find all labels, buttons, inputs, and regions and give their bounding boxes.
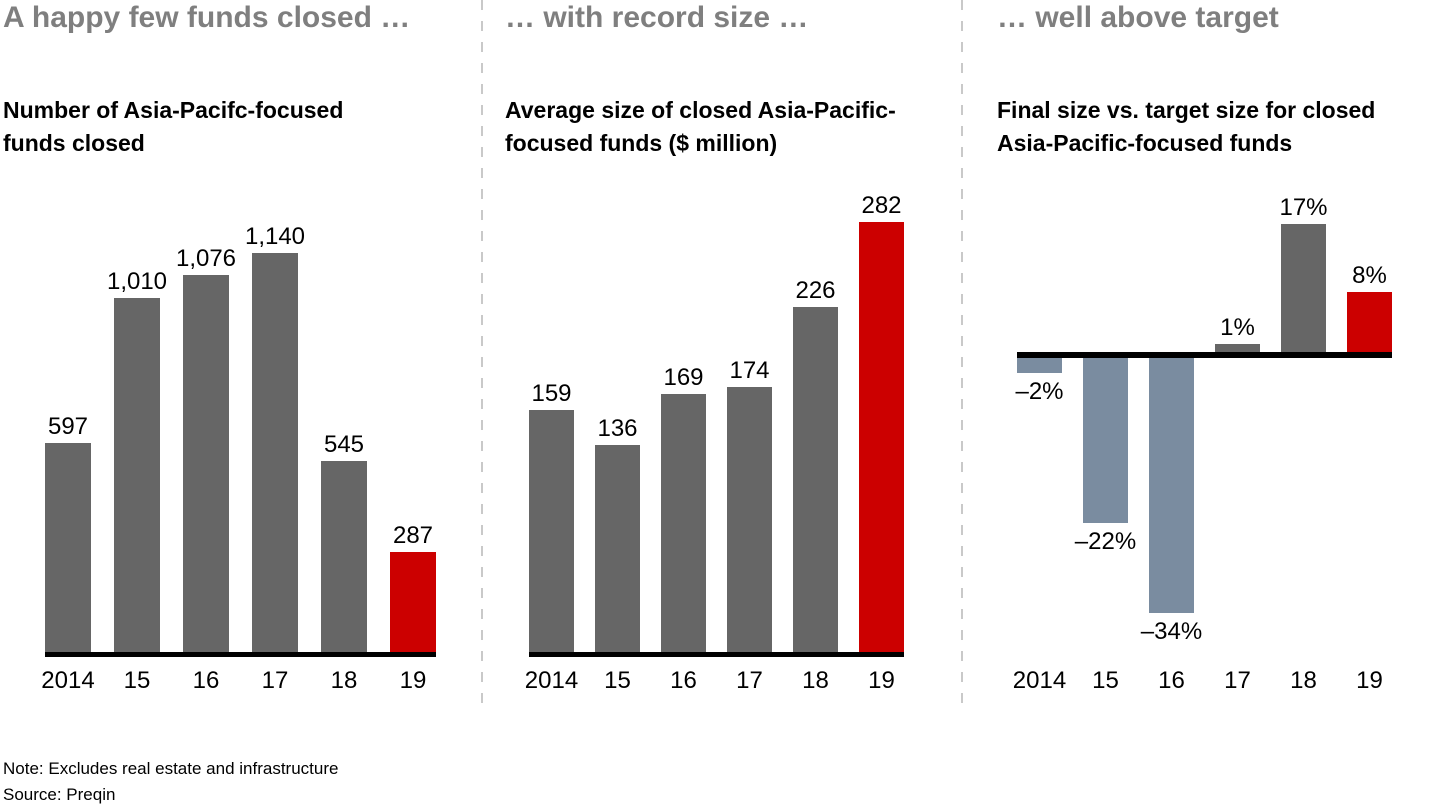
x-axis-label: 19	[868, 667, 895, 694]
value-label: 136	[597, 415, 638, 442]
x-axis-label: 18	[1290, 667, 1317, 694]
footnote: Note: Excludes real estate and infrastru…	[3, 756, 338, 808]
panel-title: … well above target	[997, 1, 1279, 34]
x-axis-line	[1017, 352, 1392, 358]
x-axis-label: 16	[1158, 667, 1185, 694]
x-axis-label: 15	[1092, 667, 1119, 694]
bar-18	[321, 461, 367, 652]
x-axis-label: 16	[192, 667, 220, 694]
x-axis-label: 15	[123, 667, 151, 694]
chart-title-line-1: Final size vs. target size for closed	[997, 97, 1376, 123]
x-axis-line	[529, 652, 904, 657]
x-axis-label: 16	[670, 667, 697, 694]
bar-15	[595, 445, 640, 652]
chart-title: Final size vs. target size for closed As…	[997, 94, 1375, 160]
value-label: 287	[392, 522, 434, 549]
bar-15	[1083, 358, 1128, 523]
bar-16	[1149, 358, 1194, 613]
value-label: 1%	[1220, 314, 1255, 341]
plot-area: –2% 2014 –22% 15 –34% 16 1% 17 17% 18 8% 19	[960, 0, 1440, 810]
value-label: 169	[663, 364, 704, 391]
value-label: 226	[795, 277, 836, 304]
bar-17	[252, 253, 298, 652]
bar-2014	[529, 410, 574, 652]
plot-area: 597 2014 1,010 15 1,076 16 1,140 17 545 18 287 19	[0, 0, 480, 810]
value-label: 174	[729, 357, 770, 384]
chart-title: Number of Asia-Pacifc-focused funds clos…	[3, 94, 343, 160]
x-axis-label: 2014	[1012, 667, 1067, 694]
chart-title: Average size of closed Asia-Pacific- foc…	[505, 94, 896, 160]
panel-title: A happy few funds closed …	[3, 1, 411, 34]
bar-19	[1347, 292, 1392, 352]
x-axis-label: 17	[1224, 667, 1251, 694]
value-label: 1,140	[244, 223, 306, 250]
x-axis-label: 2014	[524, 667, 579, 694]
value-label: 545	[323, 431, 365, 458]
x-axis-label: 18	[802, 667, 829, 694]
panel-divider	[961, 0, 963, 706]
x-axis-label: 18	[330, 667, 358, 694]
chart-title-line-1: Average size of closed Asia-Pacific-	[505, 97, 896, 123]
chart-title-line-1: Number of Asia-Pacifc-focused	[3, 97, 344, 123]
value-label: –34%	[1140, 618, 1203, 645]
value-label: 597	[47, 413, 89, 440]
chart-title-line-2: focused funds ($ million)	[505, 130, 778, 156]
bar-16	[661, 394, 706, 652]
value-label: 282	[861, 192, 902, 219]
value-label: –2%	[1015, 378, 1064, 405]
x-axis-label: 19	[399, 667, 427, 694]
bar-2014	[45, 443, 91, 652]
bar-19	[859, 222, 904, 652]
bar-16	[183, 275, 229, 652]
x-axis-label: 17	[261, 667, 289, 694]
value-label: 1,010	[106, 268, 168, 295]
bar-19	[390, 552, 436, 652]
note-text: Note: Excludes real estate and infrastru…	[3, 759, 339, 778]
value-label: 1,076	[175, 245, 237, 272]
bar-18	[793, 307, 838, 652]
value-label: 8%	[1352, 262, 1387, 289]
x-axis-line	[45, 652, 436, 657]
bar-2014	[1017, 358, 1062, 373]
panel-divider	[481, 0, 483, 706]
panel-number-of-funds-closed: A happy few funds closed … Number of Asi…	[0, 0, 480, 810]
panel-average-fund-size: … with record size … Average size of clo…	[480, 0, 960, 810]
panel-final-vs-target-size: … well above target Final size vs. targe…	[960, 0, 1440, 810]
x-axis-label: 17	[736, 667, 763, 694]
chart-title-line-2: funds closed	[3, 130, 145, 156]
bar-17	[727, 387, 772, 652]
bar-15	[114, 298, 160, 652]
x-axis-label: 19	[1356, 667, 1383, 694]
chart-title-line-2: Asia-Pacific-focused funds	[997, 130, 1293, 156]
value-label: 159	[531, 380, 572, 407]
panel-title: … with record size …	[505, 1, 809, 34]
bar-18	[1281, 224, 1326, 352]
plot-area: 159 2014 136 15 169 16 174 17 226 18 282 19	[480, 0, 960, 810]
source-text: Source: Preqin	[3, 785, 116, 804]
x-axis-label: 15	[604, 667, 631, 694]
bar-17	[1215, 344, 1260, 352]
value-label: –22%	[1074, 528, 1137, 555]
value-label: 17%	[1279, 194, 1328, 221]
x-axis-label: 2014	[41, 667, 95, 694]
